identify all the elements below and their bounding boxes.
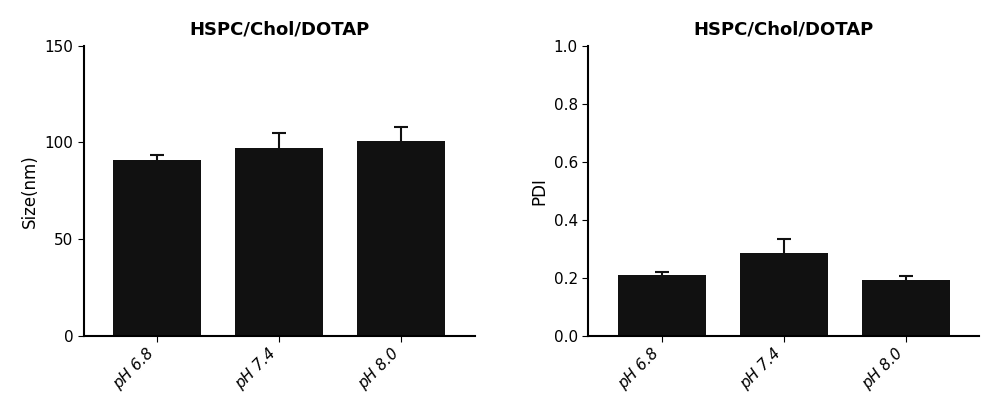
Bar: [357, 140, 445, 335]
Title: HSPC/Chol/DOTAP: HSPC/Chol/DOTAP: [694, 21, 874, 39]
Y-axis label: PDI: PDI: [530, 177, 548, 205]
Y-axis label: Size(nm): Size(nm): [21, 154, 39, 228]
Bar: [618, 275, 706, 335]
Bar: [235, 148, 323, 335]
Bar: [740, 253, 828, 335]
Bar: [113, 160, 201, 335]
Title: HSPC/Chol/DOTAP: HSPC/Chol/DOTAP: [189, 21, 369, 39]
Bar: [862, 280, 950, 335]
